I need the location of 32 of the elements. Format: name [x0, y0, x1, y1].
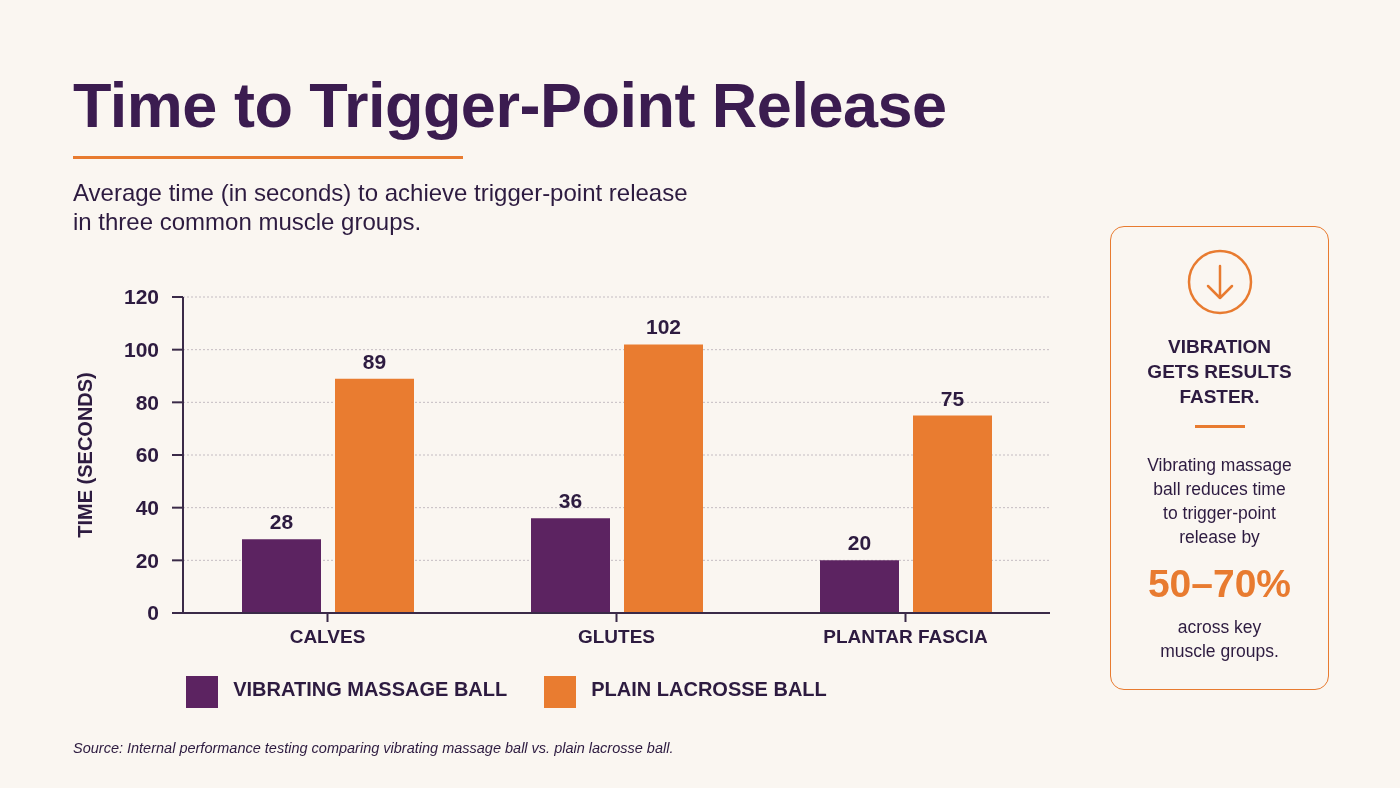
text: 50–70%	[1147, 562, 1292, 605]
x-tick-label: GLUTES	[577, 626, 656, 648]
bar	[913, 415, 992, 613]
y-tick-label: 100	[123, 338, 159, 362]
text: Vibrating massage ball reduces time to trigger-point release by	[1147, 455, 1292, 547]
y-tick-label: 20	[135, 548, 159, 572]
bar	[624, 344, 703, 613]
chart-subtitle: Average time (in seconds) to achieve trigger-point release in three common muscle groups.	[73, 179, 688, 235]
data-label: 20	[847, 531, 872, 555]
y-tick-label: 0	[147, 601, 159, 625]
bar	[335, 378, 414, 613]
y-tick-label: 120	[123, 285, 159, 309]
data-label: 89	[362, 349, 387, 373]
y-axis-title: TIME (SECONDS)	[74, 372, 96, 538]
bar	[820, 560, 899, 613]
x-tick-label: PLANTAR FASCIA	[823, 626, 988, 648]
y-tick-label: 60	[135, 443, 159, 467]
text: across key muscle groups.	[1160, 617, 1279, 661]
chart-title: Time to Trigger-Point Release	[73, 70, 947, 140]
legend-label: PLAIN LACROSSE BALL	[591, 678, 827, 701]
legend-label: VIBRATING MASSAGE BALL	[233, 678, 508, 701]
data-label: 102	[645, 315, 682, 339]
data-label: 28	[269, 510, 294, 534]
x-tick-label: CALVES	[289, 626, 366, 648]
y-tick-label: 40	[135, 496, 159, 520]
data-label: 75	[940, 386, 965, 410]
text: VIBRATION GETS RESULTS FASTER.	[1147, 336, 1292, 407]
y-tick-label: 80	[135, 390, 159, 414]
bar	[242, 539, 321, 613]
bar	[531, 518, 610, 613]
source-note: Source: Internal performance testing comparing vibrating massage ball vs. plain lacrosse ball.	[73, 740, 674, 756]
data-label: 36	[558, 489, 583, 513]
